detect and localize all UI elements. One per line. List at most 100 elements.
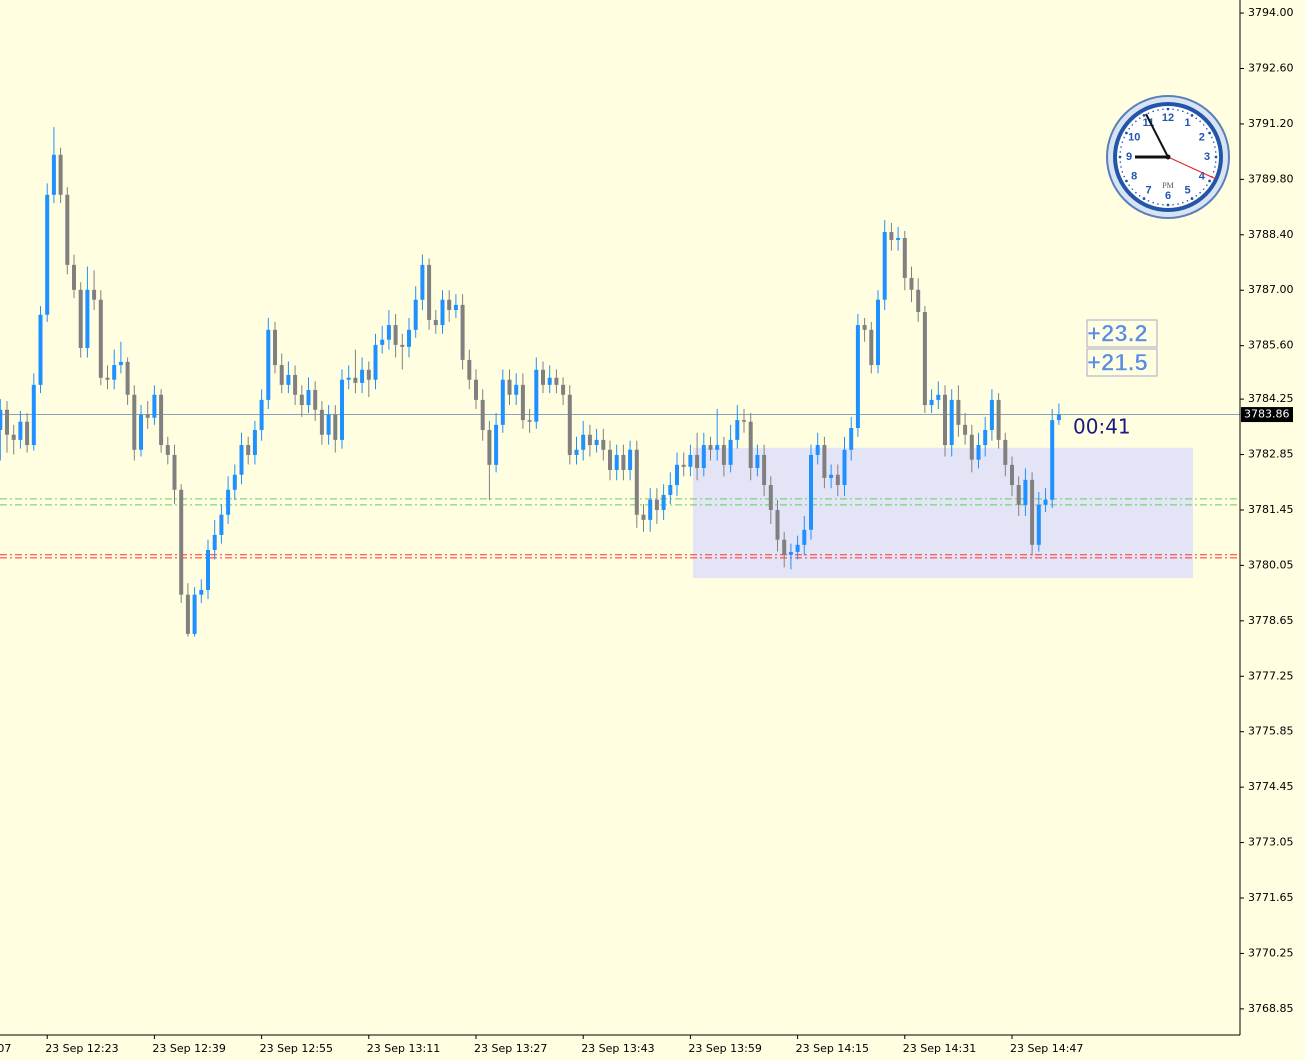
candle-body (842, 449, 847, 486)
clock-dot (1131, 188, 1134, 190)
candle-body (829, 474, 834, 478)
candle-body (755, 454, 760, 469)
candle-body (788, 551, 793, 555)
clock-dot (1172, 203, 1174, 206)
candle-body (31, 384, 36, 446)
clock-dot (1123, 175, 1125, 178)
candle-body (413, 299, 418, 330)
candle-body (527, 420, 532, 422)
clock-dot (1142, 114, 1146, 117)
candle-body (5, 409, 9, 435)
minute-hand (1145, 113, 1169, 158)
clock-dot (1120, 146, 1122, 148)
candle-body (299, 394, 304, 406)
clock-dot (1177, 203, 1179, 205)
candle-body (896, 237, 901, 240)
clock-dot (1118, 155, 1122, 159)
clock-dot (1202, 124, 1205, 126)
candle-body (762, 454, 767, 486)
clock-dot (1152, 110, 1154, 113)
clock-dot (1186, 200, 1189, 202)
clock-dot (1147, 200, 1150, 202)
y-tick-label: 3782.85 (1248, 448, 1294, 461)
candle-body (460, 304, 465, 360)
x-tick-label: 23 Sep 12:07 (0, 1042, 11, 1055)
candle-body (474, 379, 478, 400)
candle-body (902, 237, 907, 278)
candle-body (909, 277, 914, 290)
clock-dot (1123, 136, 1125, 139)
candle-body (293, 374, 298, 395)
price-tag-label: 3783.86 (1244, 408, 1290, 421)
candle-body (534, 369, 539, 422)
candle-body (916, 289, 921, 313)
candle-body (507, 379, 512, 395)
candle-body (581, 434, 586, 450)
candle-body (889, 232, 894, 240)
y-tick-label: 3792.60 (1248, 61, 1294, 74)
clock-numeral: 8 (1131, 170, 1137, 182)
candle-body (1043, 499, 1048, 505)
candle-body (628, 449, 633, 470)
candle-body (273, 329, 277, 366)
clock-dot (1166, 203, 1170, 207)
candle-body (949, 399, 954, 446)
candle-body (929, 399, 934, 406)
clock-dot (1128, 184, 1130, 187)
candle-body (782, 539, 787, 555)
candle-body (105, 377, 110, 380)
candle-body (574, 449, 579, 455)
candle-body (1003, 439, 1008, 465)
candle-body (386, 325, 391, 340)
candle-body (453, 304, 458, 311)
clock-dot (1214, 151, 1217, 153)
candle-body (996, 399, 1001, 440)
candle-body (45, 194, 50, 315)
candle-body (51, 154, 56, 195)
clock-numeral: 11 (1143, 117, 1155, 129)
candle-body (520, 384, 525, 421)
candle-body (614, 454, 619, 470)
second-hand (1167, 156, 1217, 180)
clock-numeral: 2 (1199, 131, 1205, 143)
clock-dot (1131, 124, 1134, 126)
candle-body (313, 390, 318, 410)
candle-body (728, 439, 733, 465)
candle-body (192, 594, 197, 634)
candle-body (1036, 504, 1041, 545)
clock-dot (1214, 155, 1218, 159)
candle-body (259, 399, 264, 430)
y-tick-label: 3789.80 (1248, 172, 1294, 185)
candle-body (809, 454, 813, 530)
clock-dot (1212, 171, 1215, 173)
annotation: +21.5 (1087, 349, 1148, 376)
candle-body (668, 485, 673, 495)
candle-body (360, 369, 365, 383)
candle-body (407, 329, 411, 347)
candle-body (125, 361, 130, 395)
clock-dot (1182, 201, 1184, 204)
candle-body (92, 289, 97, 300)
clock-dot (1214, 146, 1216, 148)
candle-body (1030, 479, 1035, 545)
clock-dot (1128, 127, 1130, 130)
candle-body (795, 544, 800, 552)
candle-body (18, 421, 23, 440)
candle-body (366, 369, 371, 380)
candle-body (72, 264, 76, 290)
range-box (693, 447, 1193, 579)
candle-body (976, 445, 981, 460)
x-tick-label: 23 Sep 13:43 (581, 1042, 654, 1055)
annotation: +23.2 (1087, 320, 1148, 347)
candle-body (340, 379, 344, 440)
clock-dot (1212, 141, 1215, 143)
candle-body (427, 264, 432, 320)
candle-body (922, 312, 927, 406)
candle-body (447, 299, 452, 311)
candle-body (58, 154, 63, 195)
clock-dot (1206, 184, 1208, 187)
clock-dot (1125, 131, 1128, 135)
candle-body (621, 454, 626, 470)
